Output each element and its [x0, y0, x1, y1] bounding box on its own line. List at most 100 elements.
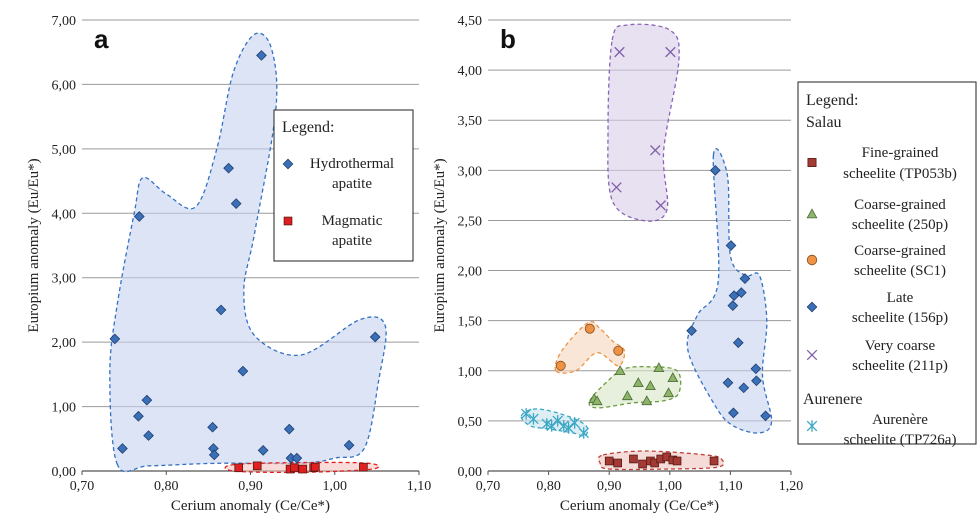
y-tick-label: 3,50 [458, 114, 483, 129]
point-coarse-250p [641, 395, 653, 406]
data-point-hydrothermal [343, 439, 355, 451]
y-axis-title: Europium anomaly (Eu/Eu*) [26, 158, 42, 332]
envelope-very-coarse [607, 23, 680, 222]
point-late [732, 337, 744, 349]
data-point-hydrothermal [117, 443, 128, 454]
legend-group-aurenere: Aurenere [803, 391, 863, 408]
x-tick-label: 0,80 [536, 479, 561, 494]
envelope-late [686, 148, 773, 434]
point-aurenere [569, 417, 580, 429]
legend-label-hydrothermal: apatite [332, 176, 372, 192]
data-point-hydrothermal [109, 333, 121, 345]
data-point-hydrothermal [230, 198, 242, 209]
legend-b: Legend: Salau Fine-grained scheelite (TP053… [797, 81, 977, 448]
data-point-hydrothermal [291, 452, 303, 464]
point-coarse-250p [621, 390, 633, 401]
legend-title: Legend: [806, 92, 858, 109]
legend-marker [806, 208, 818, 219]
point-coarse-250p [591, 395, 603, 406]
y-tick-label: 1,50 [458, 315, 483, 330]
point-aurenere [520, 408, 532, 420]
point-fine-grained [604, 456, 614, 466]
point-fine-grained [613, 458, 622, 468]
y-tick-label: 5,00 [52, 143, 77, 158]
legend-label: Fine-grained [862, 145, 939, 161]
data-point-hydrothermal [369, 331, 381, 343]
point-late [686, 325, 697, 337]
legend-marker [806, 349, 818, 361]
point-very-coarse [665, 46, 676, 58]
data-point-hydrothermal [283, 423, 295, 435]
y-tick-label: 2,50 [458, 214, 483, 229]
x-tick-label: 1,00 [323, 479, 348, 494]
panel-letter: a [94, 24, 109, 54]
legend-label-hydrothermal: Hydrothermal [310, 156, 394, 172]
x-axis-title: Cerium anomaly (Ce/Ce*) [560, 498, 719, 514]
point-late [735, 287, 747, 298]
point-very-coarse [614, 46, 625, 58]
legend-marker-hydrothermal [282, 158, 294, 170]
data-point-hydrothermal [256, 50, 267, 61]
x-tick-label: 0,80 [154, 479, 179, 494]
point-fine-grained [709, 456, 719, 466]
point-late [728, 290, 740, 301]
legend-label: scheelite (211p) [852, 358, 948, 374]
point-late [709, 164, 721, 176]
y-tick-label: 2,00 [52, 336, 77, 351]
point-late [760, 410, 771, 422]
point-coarse-250p [667, 372, 679, 383]
legend-box [273, 109, 414, 262]
point-coarse-sc1 [555, 360, 566, 371]
x-tick-label: 0,90 [238, 479, 263, 494]
legend-label: scheelite (250p) [852, 217, 948, 233]
data-point-hydrothermal [141, 394, 153, 406]
chart-panel-a: 0,00 1,00 2,00 3,00 4,00 5,00 6,00 7,00 0,70 0,80… [26, 14, 431, 514]
y-tick-label: 0,00 [52, 465, 77, 480]
point-coarse-sc1 [584, 323, 595, 334]
y-tick-label: 0,00 [458, 465, 483, 480]
y-tick-label: 7,00 [52, 14, 77, 29]
point-coarse-sc1 [613, 345, 624, 356]
y-tick-label: 4,00 [458, 64, 483, 79]
point-coarse-250p [632, 377, 644, 388]
point-fine-grained [672, 456, 682, 466]
envelope-coarse-250p [588, 365, 682, 409]
point-late [750, 363, 762, 375]
y-tick-label: 2,00 [458, 265, 483, 280]
data-point-hydrothermal [143, 430, 154, 441]
legend-title: Legend: [282, 119, 334, 136]
x-tick-label: 1,10 [718, 479, 743, 494]
point-aurenere [563, 422, 574, 434]
legend-label: Coarse-grained [854, 197, 946, 213]
x-tick-label: 0,90 [597, 479, 622, 494]
x-tick-label: 1,00 [658, 479, 683, 494]
point-late [725, 240, 737, 251]
data-point-hydrothermal [237, 365, 249, 377]
x-tick-label: 0,70 [476, 479, 501, 494]
data-point-magmatic [234, 463, 244, 473]
point-late [751, 375, 762, 387]
point-very-coarse [611, 182, 622, 193]
point-aurenere [578, 427, 590, 439]
y-tick-label: 4,50 [458, 14, 483, 29]
legend-label: Aurenère [872, 412, 928, 428]
point-aurenere [546, 420, 557, 432]
point-late [722, 377, 734, 389]
y-tick-label: 3,00 [458, 164, 483, 179]
point-fine-grained [638, 459, 647, 469]
chart-panel-b: 0,00 0,50 1,00 1,50 2,00 2,50 3,00 3,50 4,00 4,50… [432, 14, 977, 514]
x-tick-label: 0,70 [70, 479, 95, 494]
data-point-magmatic [359, 462, 368, 472]
point-fine-grained [629, 454, 638, 464]
legend-box [797, 81, 977, 445]
data-point-hydrothermal [257, 445, 269, 456]
data-point-hydrothermal [223, 162, 234, 174]
data-point-magmatic [252, 461, 262, 471]
legend-marker-magmatic [283, 216, 293, 226]
legend-marker [807, 158, 817, 167]
y-tick-label: 0,50 [458, 415, 483, 430]
legend-group-salau: Salau [806, 114, 842, 131]
y-axis-title: Europium anomaly (Eu/Eu*) [432, 158, 448, 332]
point-coarse-250p [614, 365, 626, 376]
y-tick-label: 6,00 [52, 78, 77, 93]
